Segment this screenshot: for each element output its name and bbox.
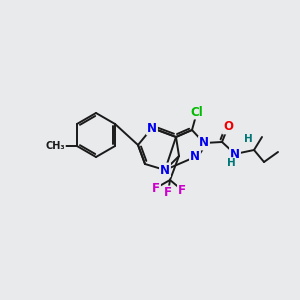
Text: N: N	[147, 122, 157, 134]
Text: Cl: Cl	[190, 106, 203, 118]
Text: O: O	[223, 121, 233, 134]
Text: N: N	[160, 164, 170, 176]
Text: CH₃: CH₃	[45, 141, 65, 151]
Text: H: H	[226, 158, 236, 168]
Text: N: N	[230, 148, 240, 160]
Text: H: H	[244, 134, 252, 144]
Text: F: F	[178, 184, 186, 196]
Text: F: F	[152, 182, 160, 194]
Text: N: N	[190, 151, 200, 164]
Text: N: N	[199, 136, 209, 149]
Text: F: F	[164, 187, 172, 200]
